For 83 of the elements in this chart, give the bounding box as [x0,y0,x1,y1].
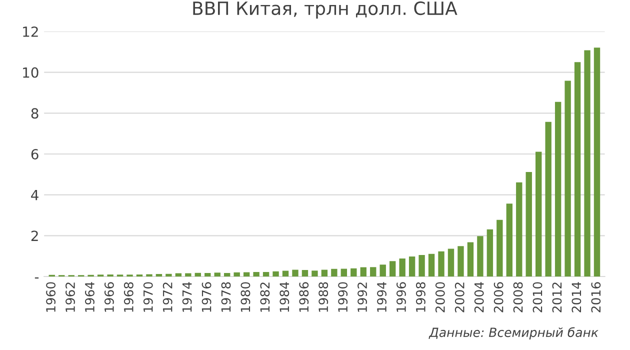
bar [272,271,279,276]
bar [175,273,182,276]
bar [428,254,435,276]
y-tick-label: 2 [31,230,38,241]
x-tick-label: 2012 [552,282,562,312]
bar [312,270,318,276]
bar [554,102,562,276]
x-tick-label: 2006 [494,282,504,312]
y-tick-label: - [34,277,39,279]
x-tick-label: 1966 [104,282,114,312]
x-tick-label: 1996 [396,282,406,312]
x-tick-label: 1980 [240,282,250,312]
x-tick-label: 1970 [143,282,153,312]
x-tick-label: 1984 [280,282,290,312]
text: Данные: Всемирный банк [428,327,598,340]
x-tick-label: 1990 [338,282,348,312]
bar [438,251,444,276]
y-tick-label: 10 [23,67,38,78]
x-tick-label: 2002 [454,282,464,312]
bar [564,80,571,276]
bar [282,270,289,276]
bar [370,267,376,276]
x-tick-label: 1974 [182,282,192,312]
bar [574,62,581,276]
bar [594,48,600,276]
bar [536,152,542,276]
bar [408,256,416,276]
x-tick-label: 1998 [416,282,426,312]
bar [458,246,464,276]
bar [350,268,357,276]
bar [204,273,211,276]
bar [380,264,386,276]
bar [321,270,328,276]
bar [389,261,396,276]
bar [467,242,474,276]
bar [194,272,201,276]
bar [486,229,494,276]
x-tick-label: 2016 [591,282,601,312]
bar [496,220,503,276]
bar [214,272,220,276]
x-tick-label: 1986 [299,282,309,312]
bar [584,50,590,276]
x-tick-label: 1972 [162,282,172,312]
bar [506,204,512,276]
x-tick-label: 2008 [513,282,523,312]
bar [477,236,484,276]
x-tick-label: 2000 [435,282,445,312]
bar [516,182,522,276]
x-tick-label: 1968 [124,282,134,312]
x-tick-label: 2014 [572,282,582,312]
bar [331,268,338,276]
x-tick-label: 1988 [318,282,328,312]
x-tick-label: 1992 [358,282,368,312]
y-tick-label: 4 [31,190,38,200]
bar [360,267,366,276]
x-tick-label: 1960 [46,282,56,312]
x-tick-label: 1962 [66,282,75,312]
y-tick-label: 12 [23,26,38,37]
x-tick-label: 1964 [84,282,94,312]
bar [340,268,348,276]
bar [185,273,192,276]
bar [526,172,532,276]
bar [224,273,230,276]
bar [302,270,308,276]
y-tick-label: 8 [31,108,38,119]
x-tick-label: 2004 [474,282,484,312]
bar [262,272,270,276]
bar [166,274,172,276]
bar [448,248,454,276]
y-tick-label: 6 [31,148,38,160]
x-tick-label: 1978 [221,282,231,312]
bar [253,272,260,276]
bar [243,272,250,276]
bar [418,255,425,276]
chart-title: ВВП Китая, трлн долл. США [193,1,458,19]
x-tick-label: 2010 [532,282,542,312]
bar [545,122,552,276]
x-tick-label: 1976 [202,282,212,312]
x-tick-label: 1982 [260,282,270,312]
x-tick-label: 1994 [377,282,386,312]
bar [292,270,298,276]
bar [234,272,240,276]
bar [399,258,406,276]
